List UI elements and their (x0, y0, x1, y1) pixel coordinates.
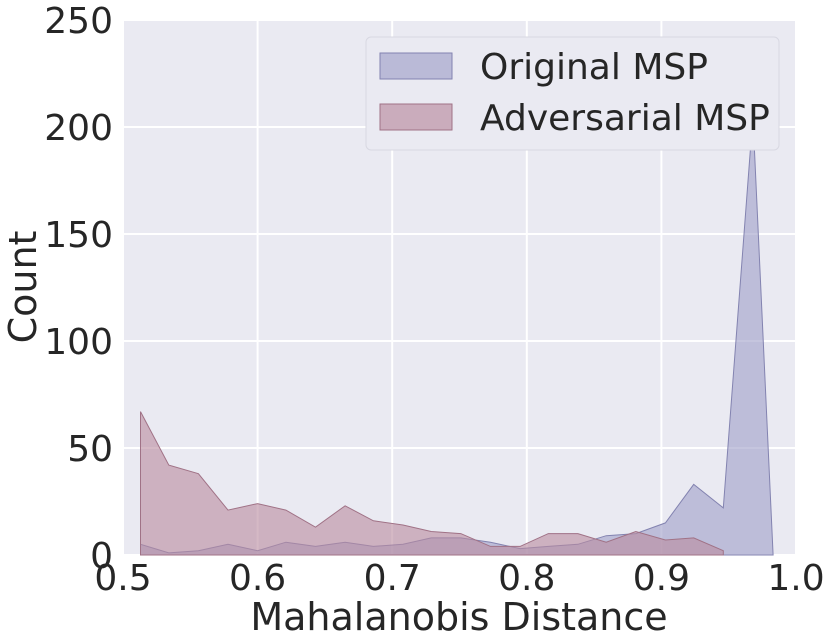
x-tick-label: 0.9 (633, 558, 690, 599)
legend: Original MSP Adversarial MSP (365, 36, 780, 151)
x-tick-label: 0.8 (498, 558, 555, 599)
series-areas (140, 116, 774, 556)
x-tick-label: 0.6 (229, 558, 286, 599)
y-axis-label: Count (1, 231, 45, 344)
y-tick-label: 200 (44, 108, 113, 149)
y-tick-label: 50 (67, 429, 113, 470)
y-tick-label: 150 (44, 215, 113, 256)
x-tick-label: 1.0 (767, 558, 824, 599)
legend-label-original: Original MSP (480, 47, 708, 88)
legend-swatch-adversarial (379, 103, 453, 131)
x-axis-ticks: 0.5 0.6 0.7 0.8 0.9 1.0 (94, 558, 824, 599)
adversarial-msp-area (140, 411, 724, 556)
x-axis-label: Mahalanobis Distance (250, 595, 667, 639)
legend-box (365, 36, 780, 151)
legend-label-adversarial: Adversarial MSP (480, 98, 770, 139)
x-tick-label: 0.7 (364, 558, 421, 599)
y-tick-label: 250 (44, 1, 113, 42)
y-tick-label: 100 (44, 322, 113, 363)
y-tick-label: 0 (90, 536, 113, 577)
legend-swatch-original (379, 52, 453, 80)
y-axis-ticks: 0 50 100 150 200 250 (44, 1, 113, 577)
x-tick-label: 0.5 (94, 558, 151, 599)
